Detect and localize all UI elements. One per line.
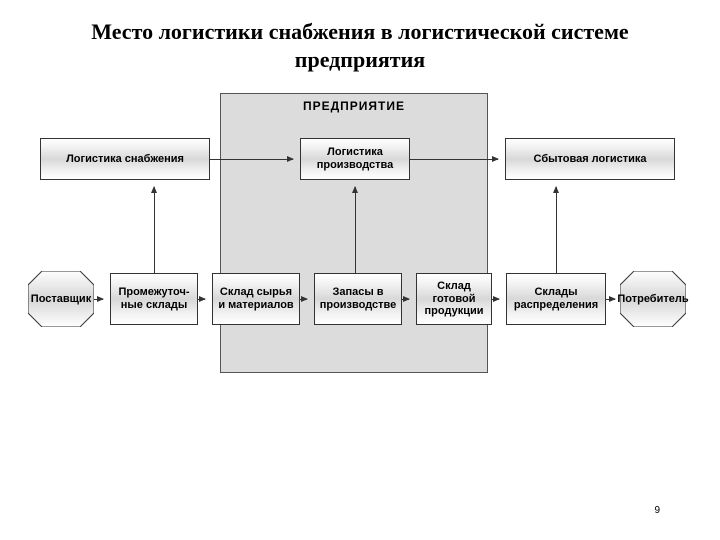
- arrow-row2-4: [492, 299, 499, 300]
- node-supply-logistics: Логистика снабжения: [40, 138, 210, 180]
- arrow-row2-0: [94, 299, 103, 300]
- node-sales-logistics: Сбытовая логистика: [505, 138, 675, 180]
- node-dist-wh: Склады распределения: [506, 273, 606, 325]
- hex-label-supplier: Поставщик: [28, 271, 94, 327]
- node-consumer: Потребитель: [620, 271, 686, 327]
- arrow-row2-5: [606, 299, 615, 300]
- arrow-row2-3: [402, 299, 409, 300]
- node-supplier: Поставщик: [28, 271, 94, 327]
- arrow-vert-2: [556, 187, 557, 273]
- arrow-row2-1: [198, 299, 205, 300]
- node-finished-wh: Склад готовой продукции: [416, 273, 492, 325]
- arrow-vert-0: [154, 187, 155, 273]
- arrow-row1-0: [210, 159, 293, 160]
- node-production-logistics: Логистика производства: [300, 138, 410, 180]
- arrow-row2-2: [300, 299, 307, 300]
- page-number: 9: [654, 505, 660, 516]
- hex-label-consumer: Потребитель: [620, 271, 686, 327]
- enterprise-label: ПРЕДПРИЯТИЕ: [220, 99, 488, 113]
- diagram-canvas: ПРЕДПРИЯТИЕ Логистика снабжения Логистика …: [20, 83, 700, 403]
- arrow-row1-1: [410, 159, 498, 160]
- enterprise-region: [220, 93, 488, 373]
- arrow-vert-1: [355, 187, 356, 273]
- page-title: Место логистики снабжения в логистическо…: [0, 0, 720, 83]
- node-raw-wh: Склад сырья и материалов: [212, 273, 300, 325]
- node-intermediate-wh: Промежуточ- ные склады: [110, 273, 198, 325]
- node-wip: Запасы в производстве: [314, 273, 402, 325]
